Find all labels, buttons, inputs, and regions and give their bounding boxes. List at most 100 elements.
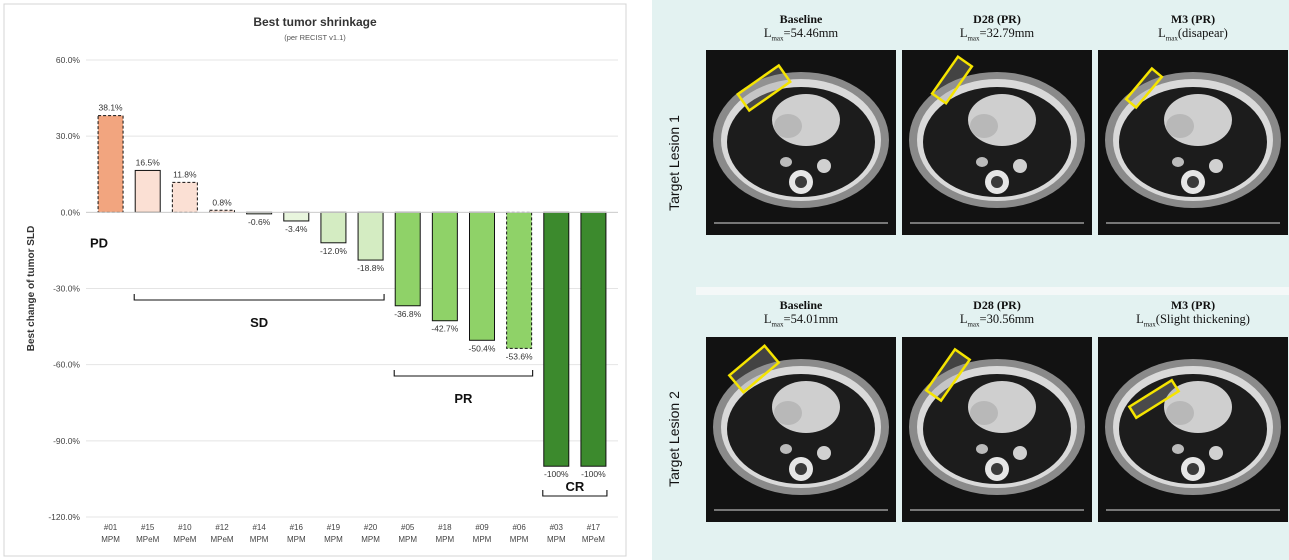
bar-value-label: -0.6% xyxy=(248,217,271,227)
x-tick-label: #06 xyxy=(512,523,526,532)
bar-value-label: -18.8% xyxy=(357,263,384,273)
spinal-canal xyxy=(991,176,1003,188)
lesion-box xyxy=(1127,378,1181,420)
lesion-highlight xyxy=(930,54,974,106)
heart-chamber xyxy=(970,401,998,425)
y-tick-label: -30.0% xyxy=(53,284,80,294)
col-title: M3 (PR) xyxy=(1170,298,1216,312)
col-header: Baseline Lmax=54.46mm xyxy=(706,12,896,47)
ct-scan-image xyxy=(902,337,1092,522)
y-axis-label: Best change of tumor SLD xyxy=(26,226,37,352)
ct-scan-drawing xyxy=(902,50,1092,235)
col-lmax: Lmax=30.56mm xyxy=(959,312,1035,329)
col-title: D28 (PR) xyxy=(973,12,1021,26)
lesion-highlight xyxy=(727,344,781,394)
ct-scan-drawing xyxy=(1098,337,1288,522)
x-tick-label: #19 xyxy=(327,523,341,532)
scan-table xyxy=(714,509,888,511)
bar-value-label: 0.8% xyxy=(212,197,232,207)
x-tick-label: #03 xyxy=(550,523,564,532)
x-tick-label: MPeM xyxy=(173,535,196,544)
scan-table xyxy=(1106,509,1280,511)
bar xyxy=(543,211,570,467)
x-tick-label: MPM xyxy=(398,535,417,544)
row-label-text: Target Lesion 1 xyxy=(666,114,683,211)
esophagus xyxy=(1172,444,1184,454)
ct-scan-drawing xyxy=(706,337,896,522)
lesion-highlight xyxy=(924,347,972,403)
x-tick-label: #05 xyxy=(401,523,415,532)
lesion-box xyxy=(924,347,972,403)
bar-value-label: 38.1% xyxy=(99,103,124,113)
heart-chamber xyxy=(970,114,998,138)
x-tick-label: #17 xyxy=(587,523,601,532)
heart-chamber xyxy=(774,401,802,425)
bar-value-label: -50.4% xyxy=(469,343,496,353)
lesion-box xyxy=(1124,66,1164,110)
x-tick-label: MPM xyxy=(510,535,529,544)
spinal-canal xyxy=(795,176,807,188)
bar-value-label: -53.6% xyxy=(506,351,533,361)
waterfall-chart: 60.0% 30.0% 0.0% -30.0% -60.0% -90.0% -120.0% B… xyxy=(0,0,630,560)
x-tick-label: MPM xyxy=(361,535,380,544)
waterfall-chart-svg: 60.0% 30.0% 0.0% -30.0% -60.0% -90.0% -120.0% B… xyxy=(3,3,627,557)
esophagus xyxy=(976,444,988,454)
group-bracket xyxy=(133,294,385,301)
lesion-box xyxy=(930,54,974,106)
col-lmax: Lmax(Slight thickening) xyxy=(1136,312,1250,329)
col-lmax: Lmax(disapear) xyxy=(1158,26,1228,43)
bar-value-label: -100% xyxy=(544,469,569,479)
row-label-lesion-2: Target Lesion 2 xyxy=(652,318,696,560)
bar xyxy=(320,211,347,244)
col-header: D28 (PR) Lmax=30.56mm xyxy=(902,298,1092,333)
esophagus xyxy=(780,444,792,454)
bar xyxy=(134,169,161,213)
ct-scan-drawing xyxy=(1098,50,1288,235)
aorta xyxy=(1013,446,1027,460)
esophagus xyxy=(1172,157,1184,167)
lesion-highlight xyxy=(1127,378,1181,420)
bar-value-label: -42.7% xyxy=(431,324,458,334)
group-label: SD xyxy=(250,315,268,330)
x-tick-label: MPM xyxy=(547,535,566,544)
y-tick-label: 60.0% xyxy=(56,55,81,65)
bar-value-label: 11.8% xyxy=(173,169,197,179)
y-tick-label: 30.0% xyxy=(56,131,81,141)
bar-value-label: -3.4% xyxy=(285,224,308,234)
ct-scan-image xyxy=(1098,50,1288,235)
scan-table xyxy=(910,222,1084,224)
col-title: Baseline xyxy=(779,298,823,312)
col-title: M3 (PR) xyxy=(1170,12,1216,26)
bar xyxy=(506,211,533,349)
aorta xyxy=(817,446,831,460)
scan-table xyxy=(1106,222,1280,224)
row-divider xyxy=(696,287,1289,295)
y-tick-label: -120.0% xyxy=(48,512,80,522)
bar xyxy=(171,181,198,213)
bar xyxy=(209,209,235,213)
group-label: PR xyxy=(454,391,473,406)
x-tick-label: #14 xyxy=(252,523,266,532)
bar-value-label: -36.8% xyxy=(394,309,421,319)
scan-table xyxy=(910,509,1084,511)
spinal-canal xyxy=(1187,176,1199,188)
group-label: PD xyxy=(90,235,108,250)
ct-scan-panel: Target Lesion 1 Target Lesion 2 Baseline… xyxy=(652,0,1289,560)
x-tick-label: #01 xyxy=(104,523,118,532)
col-header: M3 (PR) Lmax(Slight thickening) xyxy=(1098,298,1288,333)
spinal-canal xyxy=(1187,463,1199,475)
bar xyxy=(431,211,458,322)
x-tick-label: #15 xyxy=(141,523,155,532)
chart-subtitle: (per RECIST v1.1) xyxy=(284,33,346,42)
group-label: CR xyxy=(565,479,584,494)
bar xyxy=(357,211,384,261)
bar xyxy=(469,211,495,341)
x-tick-label: #16 xyxy=(290,523,304,532)
bar-value-label: 16.5% xyxy=(136,157,161,167)
aorta xyxy=(817,159,831,173)
bar xyxy=(97,115,124,213)
col-lmax: Lmax=54.01mm xyxy=(763,312,839,329)
x-tick-label: MPeM xyxy=(210,535,233,544)
col-header: D28 (PR) Lmax=32.79mm xyxy=(902,12,1092,47)
x-tick-label: MPM xyxy=(324,535,343,544)
